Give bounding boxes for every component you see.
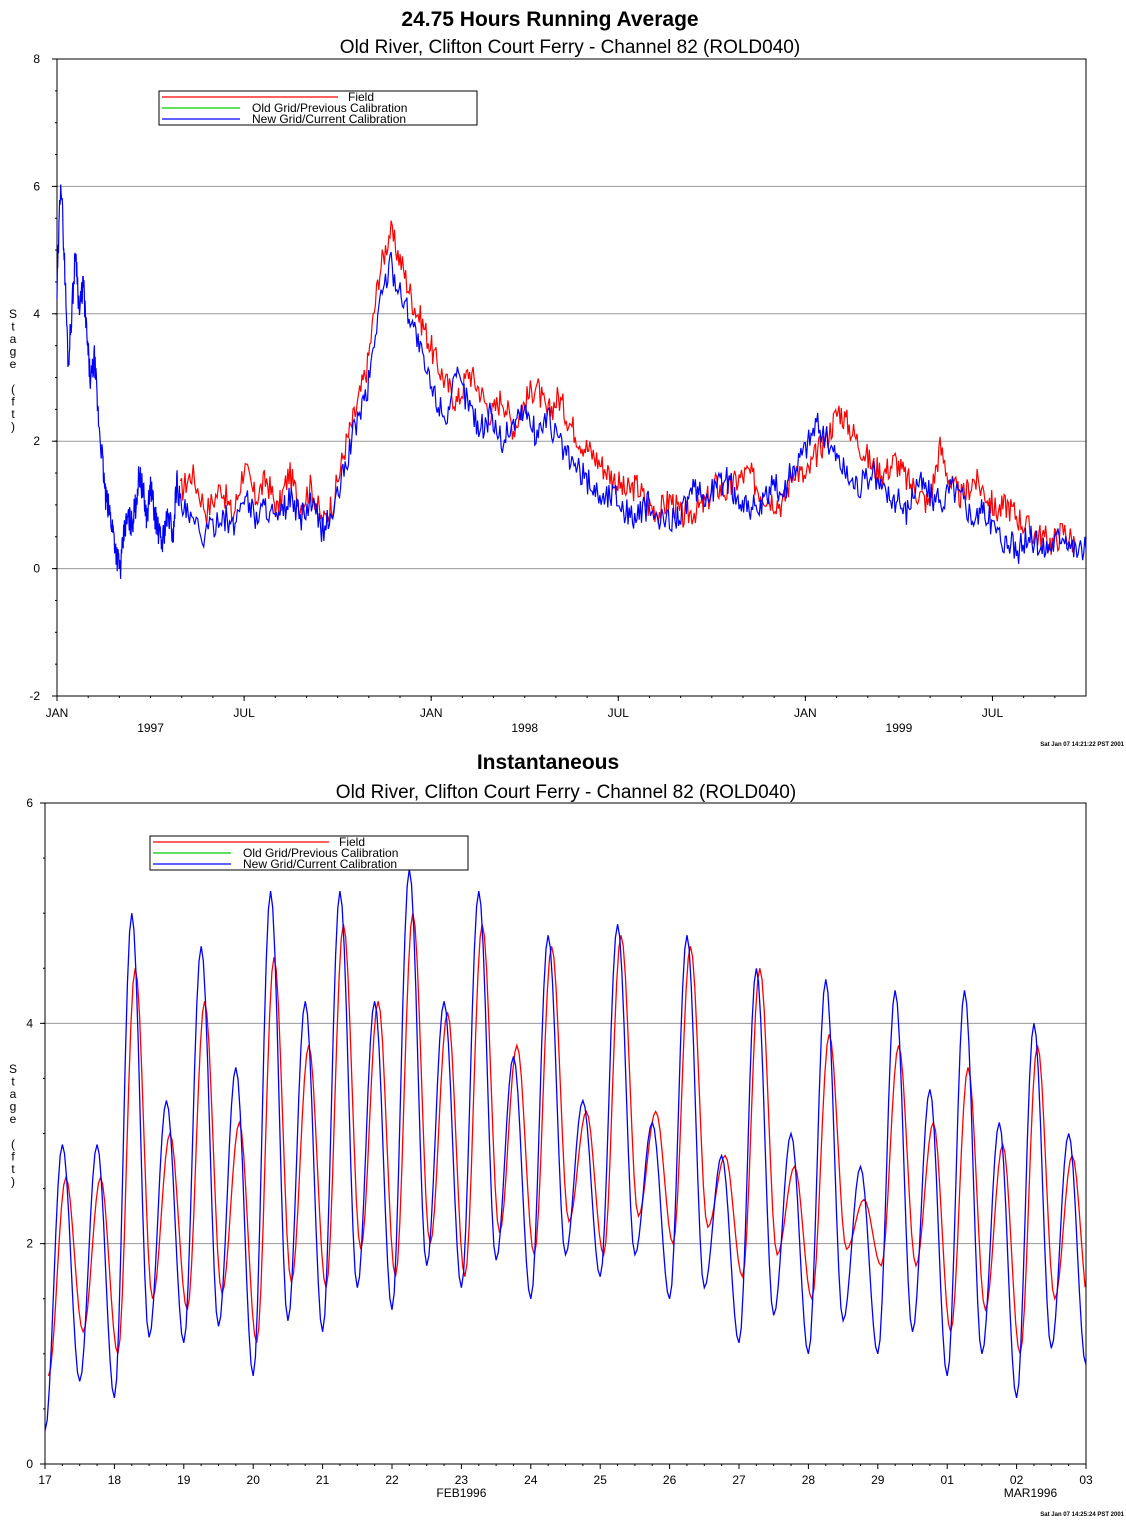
chart1-y-axis-label-char: (	[11, 382, 15, 396]
chart2-series-field-line	[47, 913, 1086, 1377]
chart2-x-tick-label: 24	[524, 1473, 538, 1487]
chart2-x-tick-label: 02	[1010, 1473, 1024, 1487]
chart2-y-tick-label: 2	[26, 1237, 33, 1251]
chart2-x-tick-label: 27	[732, 1473, 746, 1487]
chart2-series-new-grid-line	[44, 869, 1087, 1432]
chart1-legend-label-old-grid: Old Grid/Previous Calibration	[252, 101, 407, 115]
chart1-y-tick-label: -2	[29, 689, 40, 703]
chart2-x-tick-label: 26	[663, 1473, 677, 1487]
chart2-y-axis-label-char: )	[11, 1175, 15, 1189]
chart2-legend-label-old-grid: Old Grid/Previous Calibration	[243, 846, 398, 860]
chart1-y-tick-label: 2	[33, 434, 40, 448]
chart2-y-axis-label-char: t	[11, 1162, 15, 1176]
chart1-y-axis-label-char: t	[11, 407, 15, 421]
chart2-x-tick-label: 25	[594, 1473, 608, 1487]
chart1-y-tick-label: 4	[33, 307, 40, 321]
chart2-y-axis-label-char: a	[10, 1087, 17, 1101]
chart2-x-tick-label: 29	[871, 1473, 885, 1487]
chart2-y-axis-label-char: t	[11, 1075, 15, 1089]
chart2-y-axis-label-char: e	[10, 1112, 17, 1126]
chart2-y-axis-label-char: S	[9, 1062, 17, 1076]
chart2-x-tick-label: 20	[247, 1473, 261, 1487]
chart1-subtitle: Old River, Clifton Court Ferry - Channel…	[340, 37, 800, 58]
chart1-y-tick-label: 6	[33, 179, 40, 193]
chart1-x-tick-label: JUL	[608, 706, 630, 720]
chart1-legend: Field Old Grid/Previous Calibration New …	[158, 90, 478, 126]
chart2-y-tick-label: 4	[26, 1016, 33, 1030]
chart2-y-axis-label-char: (	[11, 1137, 15, 1151]
chart1-y-axis-label-char: )	[11, 420, 15, 434]
chart2-legend-label-new-grid: New Grid/Current Calibration	[243, 857, 397, 871]
chart1-series-field-line	[179, 220, 1076, 555]
chart2-y-axis-label-char: g	[10, 1100, 17, 1114]
chart-instantaneous: Instantaneous Old River, Clifton Court F…	[9, 751, 1125, 1518]
chart1-timestamp: Sat Jan 07 14:21:22 PST 2001	[1040, 742, 1124, 748]
chart1-title: 24.75 Hours Running Average	[401, 8, 698, 31]
chart1-x-tick-label: JUL	[982, 706, 1004, 720]
chart1-plot-frame	[56, 58, 1087, 697]
chart2-y-axis-label-char: f	[11, 1150, 15, 1164]
chart1-x-tick-label: JUL	[233, 706, 255, 720]
chart2-x-tick-label: 17	[38, 1473, 52, 1487]
chart2-legend-label-field: Field	[339, 835, 365, 849]
chart2-subtitle: Old River, Clifton Court Ferry - Channel…	[336, 782, 796, 803]
chart-running-average: 24.75 Hours Running Average Old River, C…	[9, 8, 1125, 748]
chart2-x-tick-label: 18	[108, 1473, 122, 1487]
chart2-x-month-label: FEB1996	[436, 1486, 486, 1500]
chart2-y-tick-label: 6	[26, 796, 33, 810]
chart2-x-tick-label: 22	[385, 1473, 399, 1487]
chart1-y-tick-label: 0	[33, 562, 40, 576]
chart2-x-tick-label: 21	[316, 1473, 330, 1487]
chart2-x-month-label: MAR1996	[1004, 1486, 1058, 1500]
chart1-x-year-label: 1998	[511, 721, 538, 735]
chart2-y-tick-label: 0	[26, 1457, 33, 1471]
chart1-y-axis-label-char: a	[10, 332, 17, 346]
chart2-x-tick-label: 28	[802, 1473, 816, 1487]
chart1-series-new-grid-line	[56, 184, 1087, 579]
chart2-x-tick-label: 01	[941, 1473, 955, 1487]
chart1-legend-label-field: Field	[348, 90, 374, 104]
chart1-y-tick-label: 8	[33, 52, 40, 66]
chart2-timestamp: Sat Jan 07 14:25:24 PST 2001	[1040, 1512, 1124, 1518]
chart1-x-tick-label: JAN	[46, 706, 69, 720]
chart1-legend-label-new-grid: New Grid/Current Calibration	[252, 112, 406, 126]
chart1-x-year-label: 1999	[886, 721, 913, 735]
chart1-y-axis-label-char: t	[11, 320, 15, 334]
chart1-y-axis-label-char: f	[11, 395, 15, 409]
chart1-x-tick-label: JAN	[794, 706, 817, 720]
chart1-x-tick-label: JAN	[420, 706, 443, 720]
chart2-x-tick-label: 19	[177, 1473, 191, 1487]
chart1-y-axis-label-char: S	[9, 307, 17, 321]
chart1-y-axis-label-char: e	[10, 357, 17, 371]
chart2-x-tick-label: 23	[455, 1473, 469, 1487]
chart1-x-year-label: 1997	[137, 721, 164, 735]
chart2-title: Instantaneous	[477, 751, 619, 774]
chart1-y-axis-label-char: g	[10, 345, 17, 359]
chart2-x-tick-label: 03	[1079, 1473, 1093, 1487]
chart2-legend: Field Old Grid/Previous Calibration New …	[149, 835, 469, 871]
